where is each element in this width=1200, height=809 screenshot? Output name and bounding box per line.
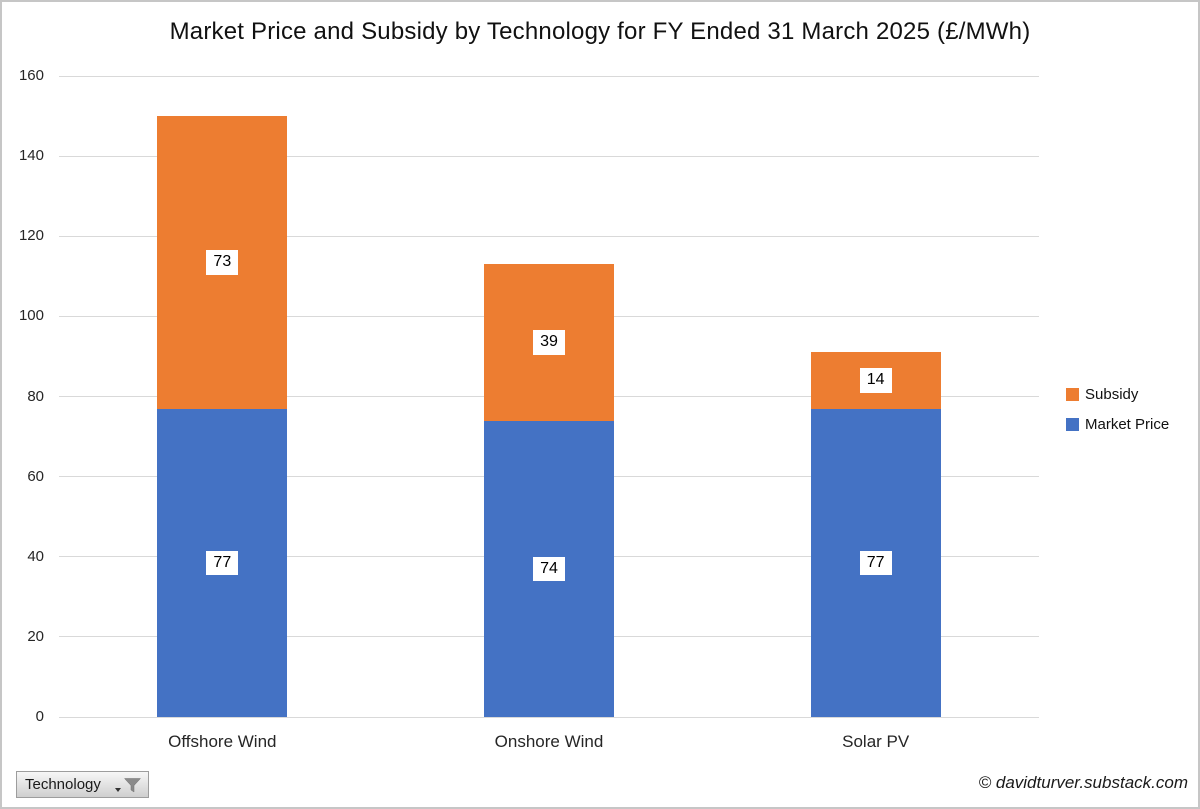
y-axis-tick-label: 20 — [27, 627, 44, 645]
bars-layer: 73 77 39 74 14 77 — [59, 76, 1039, 717]
legend-item-market-price: Market Price — [1066, 416, 1169, 433]
stacked-bar-offshore-wind: 73 77 — [157, 76, 288, 717]
gridline — [59, 716, 1039, 718]
y-axis-tick-label: 80 — [27, 387, 44, 405]
bar-slot-onshore-wind: 39 74 — [386, 76, 713, 717]
data-label: 14 — [859, 368, 892, 393]
bar-segment-market-price: 77 — [157, 408, 288, 717]
gridline — [59, 235, 1039, 237]
bar-slot-offshore-wind: 73 77 — [59, 76, 386, 717]
technology-filter-label: Technology — [25, 776, 101, 793]
copyright-credit: © davidturver.substack.com — [978, 773, 1188, 792]
bar-segment-market-price: 77 — [810, 408, 941, 717]
bar-segment-subsidy: 14 — [810, 352, 941, 409]
funnel-icon — [123, 777, 142, 792]
legend-swatch-icon — [1066, 388, 1079, 401]
y-axis-tick-label: 40 — [27, 547, 44, 565]
legend-swatch-icon — [1066, 418, 1079, 431]
plot-area: 73 77 39 74 14 77 — [59, 75, 1039, 718]
legend-item-subsidy: Subsidy — [1066, 386, 1169, 403]
bar-segment-market-price: 74 — [484, 420, 614, 717]
x-axis-category-label: Onshore Wind — [494, 732, 604, 751]
stacked-bar-solar-pv: 14 77 — [810, 76, 941, 717]
y-axis-tick-label: 100 — [18, 307, 44, 325]
y-axis-tick-label: 0 — [35, 708, 44, 725]
dropdown-arrow-icon — [115, 787, 121, 792]
stacked-bar-onshore-wind: 39 74 — [484, 76, 614, 717]
data-label: 39 — [533, 330, 565, 355]
y-axis-tick-label: 140 — [18, 147, 44, 165]
bar-segment-subsidy: 73 — [157, 116, 288, 409]
y-axis-tick-label: 160 — [18, 67, 44, 84]
bar-segment-subsidy: 39 — [484, 264, 614, 421]
legend: Subsidy Market Price — [1066, 386, 1169, 433]
data-label: 77 — [206, 550, 239, 575]
x-axis-category-label: Offshore Wind — [168, 732, 277, 751]
data-label: 74 — [533, 556, 565, 581]
technology-filter-button[interactable]: Technology — [16, 771, 149, 798]
chart-title: Market Price and Subsidy by Technology f… — [169, 18, 1031, 45]
y-axis-tick-label: 60 — [27, 467, 44, 485]
x-axis: Offshore Wind Onshore Wind Solar PV — [59, 732, 1039, 752]
y-axis-tick-label: 120 — [18, 227, 44, 245]
gridline — [59, 75, 1039, 77]
y-axis: 0 20 40 60 80 100 120 140 160 — [2, 67, 48, 725]
bar-slot-solar-pv: 14 77 — [712, 76, 1039, 717]
data-label: 73 — [206, 250, 239, 275]
legend-label: Market Price — [1085, 416, 1170, 433]
x-axis-category-label: Solar PV — [842, 732, 910, 751]
data-label: 77 — [859, 550, 892, 575]
legend-label: Subsidy — [1085, 386, 1139, 403]
gridline — [59, 155, 1039, 157]
